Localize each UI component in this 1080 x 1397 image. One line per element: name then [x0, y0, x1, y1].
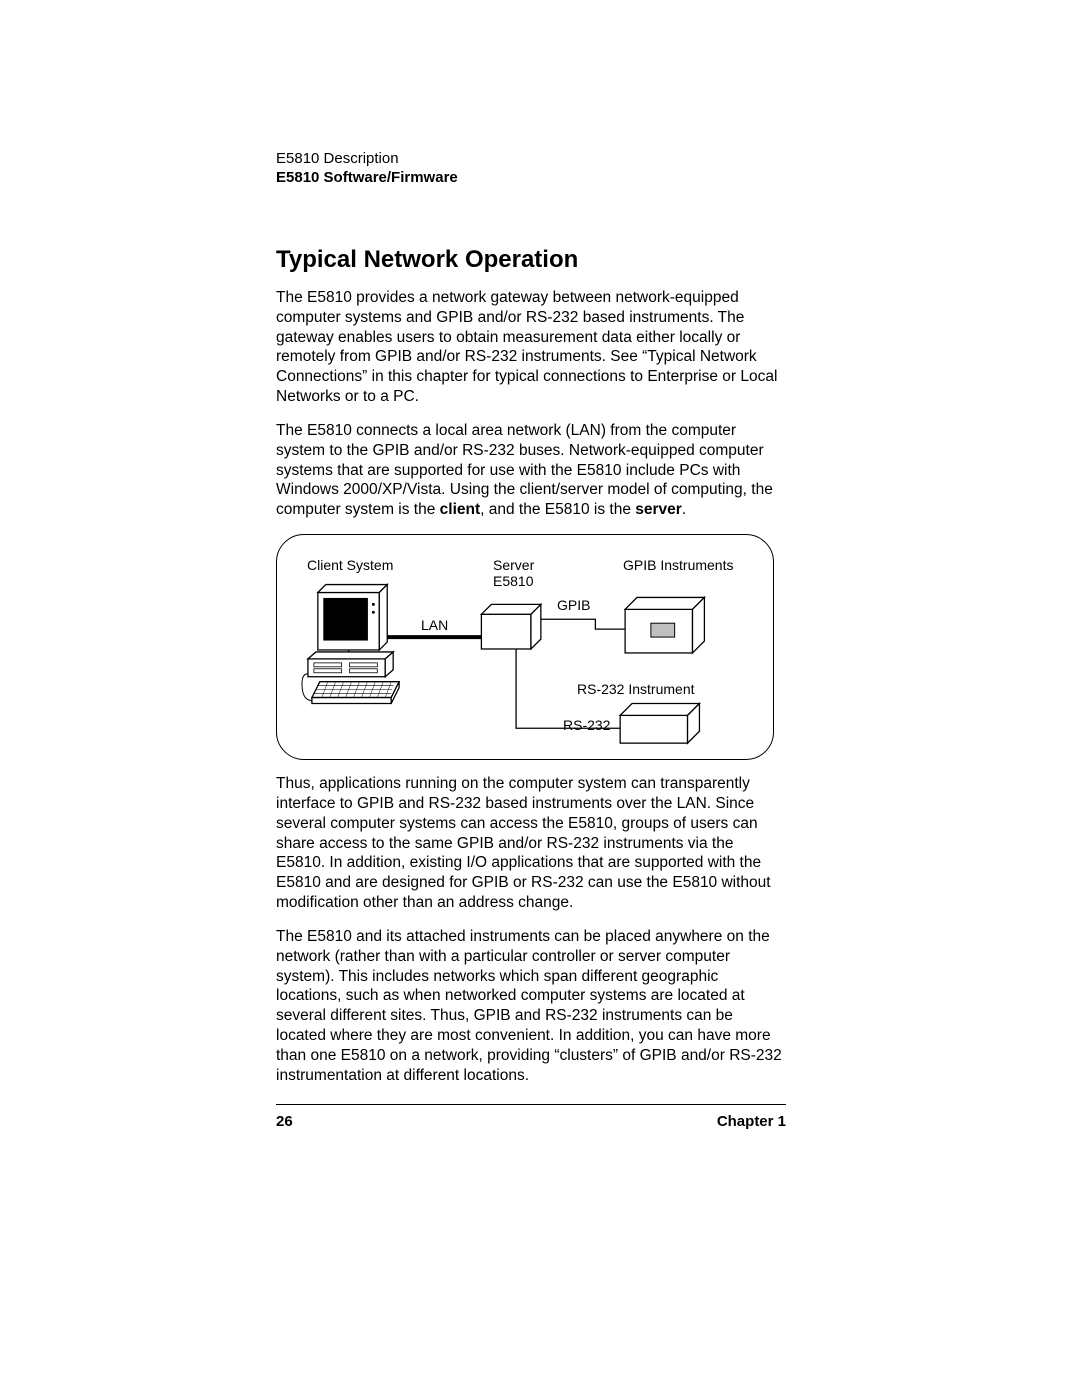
label-rs232-instrument: RS-232 Instrument	[577, 681, 695, 697]
rs232-instrument-icon	[620, 704, 699, 744]
footer-rule	[276, 1104, 786, 1105]
page-footer: 26 Chapter 1	[276, 1113, 786, 1130]
running-header-line1: E5810 Description	[276, 150, 786, 167]
label-client-system: Client System	[307, 557, 393, 573]
label-lan: LAN	[421, 617, 448, 633]
p2-server-word: server	[635, 501, 682, 518]
p2-client-word: client	[440, 501, 480, 518]
section-title: Typical Network Operation	[276, 246, 786, 274]
server-device-icon	[481, 604, 540, 649]
chapter-label: Chapter 1	[717, 1113, 786, 1130]
label-rs232: RS-232	[563, 717, 610, 733]
page-content: E5810 Description E5810 Software/Firmwar…	[276, 150, 786, 1130]
paragraph-1: The E5810 provides a network gateway bet…	[276, 288, 786, 407]
paragraph-2: The E5810 connects a local area network …	[276, 421, 786, 520]
label-gpib: GPIB	[557, 597, 590, 613]
label-server-model: E5810	[493, 573, 533, 589]
p2-text-b: , and the E5810 is the	[480, 501, 635, 518]
client-computer-icon	[302, 585, 399, 704]
running-header-line2: E5810 Software/Firmware	[276, 169, 786, 186]
gpib-cable	[530, 619, 625, 629]
p2-text-c: .	[682, 501, 686, 518]
page-number: 26	[276, 1113, 293, 1130]
paragraph-4: The E5810 and its attached instruments c…	[276, 927, 786, 1086]
paragraph-3: Thus, applications running on the comput…	[276, 774, 786, 913]
network-diagram: Client System Server E5810 GPIB Instrume…	[276, 534, 774, 760]
label-gpib-instruments: GPIB Instruments	[623, 557, 733, 573]
gpib-instrument-icon	[625, 598, 704, 654]
label-server: Server	[493, 557, 534, 573]
